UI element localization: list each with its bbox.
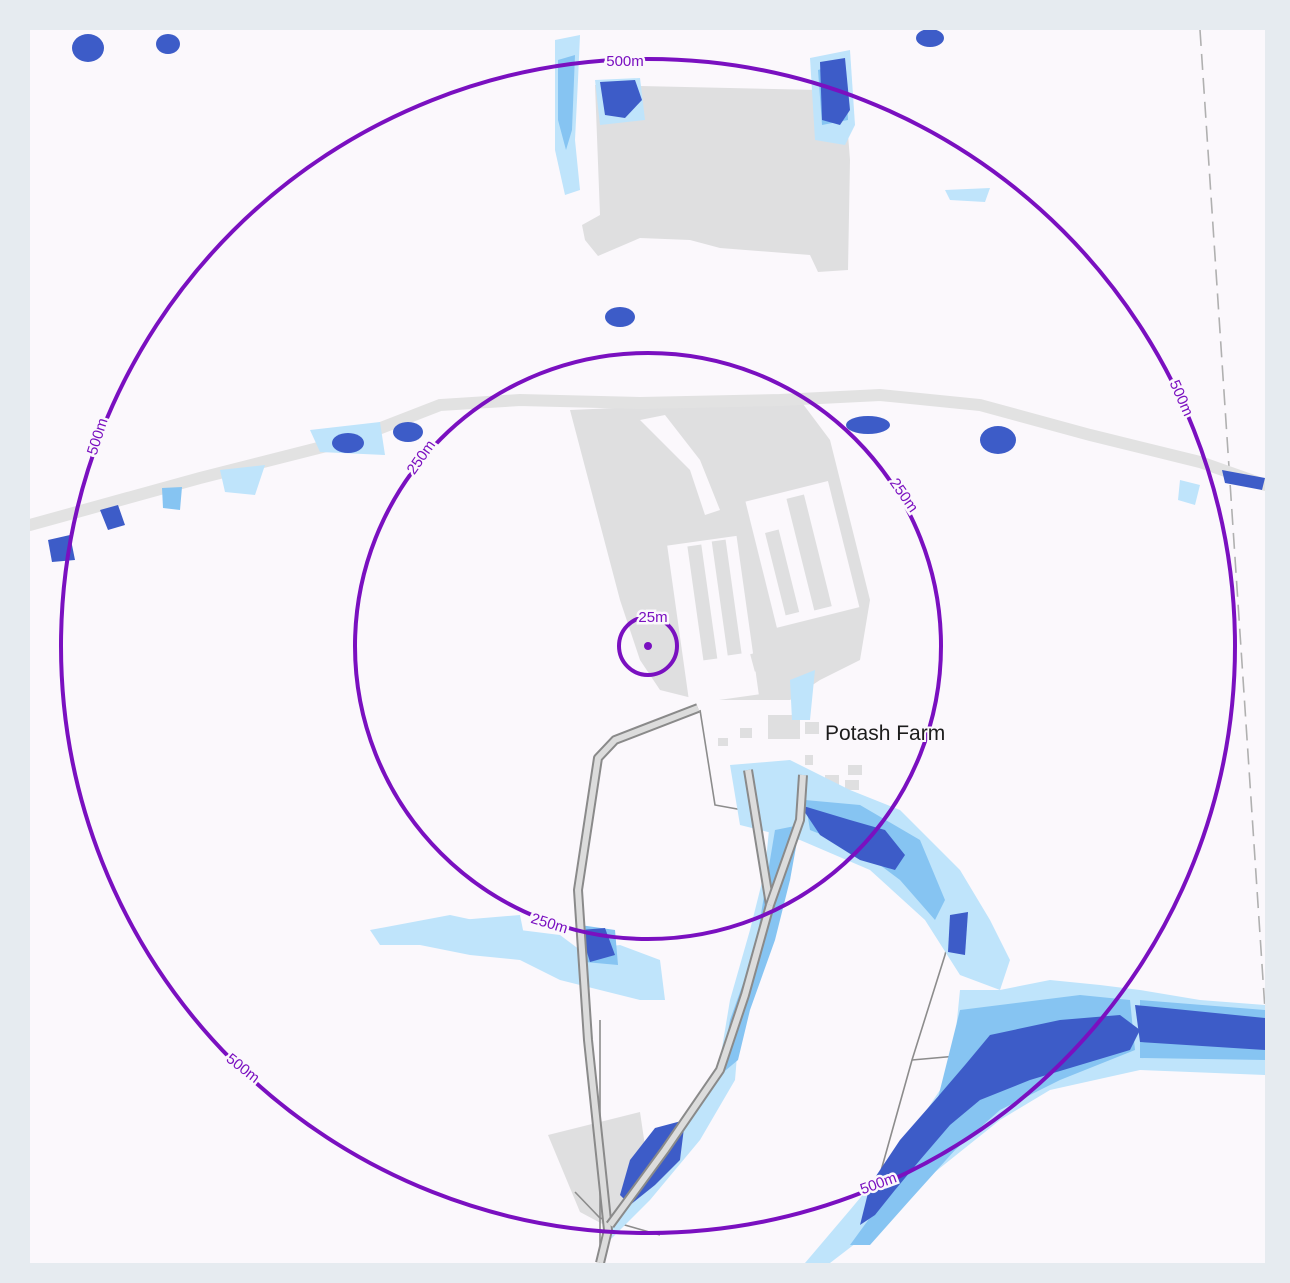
field-boundary-5 xyxy=(574,1191,661,1236)
flood-high-areas xyxy=(48,30,1265,1225)
barn-4 xyxy=(786,494,832,611)
distance-rings xyxy=(59,57,1237,1235)
yard-track xyxy=(640,415,720,515)
building-north-compound xyxy=(582,85,850,272)
farm-track-spur-fill xyxy=(767,774,806,906)
barn-3 xyxy=(765,529,800,616)
parish-boundary xyxy=(1199,30,1265,1011)
outbuilding-4 xyxy=(825,775,839,785)
map-svg[interactable]: 25m 250m 250m 250m 500m 500m 500m 500m 5… xyxy=(30,30,1265,1263)
ring-label-500m-n: 500m xyxy=(606,53,644,70)
outbuilding-5 xyxy=(848,765,862,775)
shed-1 xyxy=(750,646,784,672)
outbuilding-3 xyxy=(805,722,819,734)
barn-2 xyxy=(711,539,742,656)
ring-label-500m-w: 500m xyxy=(84,416,112,457)
buildings-layer xyxy=(548,85,870,1228)
farm-track-east-fill xyxy=(607,769,773,1227)
ring-250m xyxy=(353,351,943,941)
ring-500m xyxy=(59,57,1237,1235)
ring-label-250m-ne: 250m xyxy=(886,475,921,515)
map-canvas[interactable]: 25m 250m 250m 250m 500m 500m 500m 500m 5… xyxy=(30,30,1265,1263)
outbuilding-6 xyxy=(845,780,859,790)
ring-label-25m: 25m xyxy=(638,609,667,626)
outbuilding-2 xyxy=(718,738,728,746)
outbuilding-1 xyxy=(740,728,752,738)
outbuilding-7 xyxy=(805,755,813,765)
ring-25m xyxy=(617,615,679,677)
ring-label-250m-nw: 250m xyxy=(404,437,439,477)
yard-gap-1 xyxy=(667,535,759,705)
center-point-icon xyxy=(644,642,652,650)
barn-1 xyxy=(687,544,718,661)
ring-label-500m-e: 500m xyxy=(1166,378,1197,419)
place-label-potash-farm: Potash Farm xyxy=(825,722,945,745)
